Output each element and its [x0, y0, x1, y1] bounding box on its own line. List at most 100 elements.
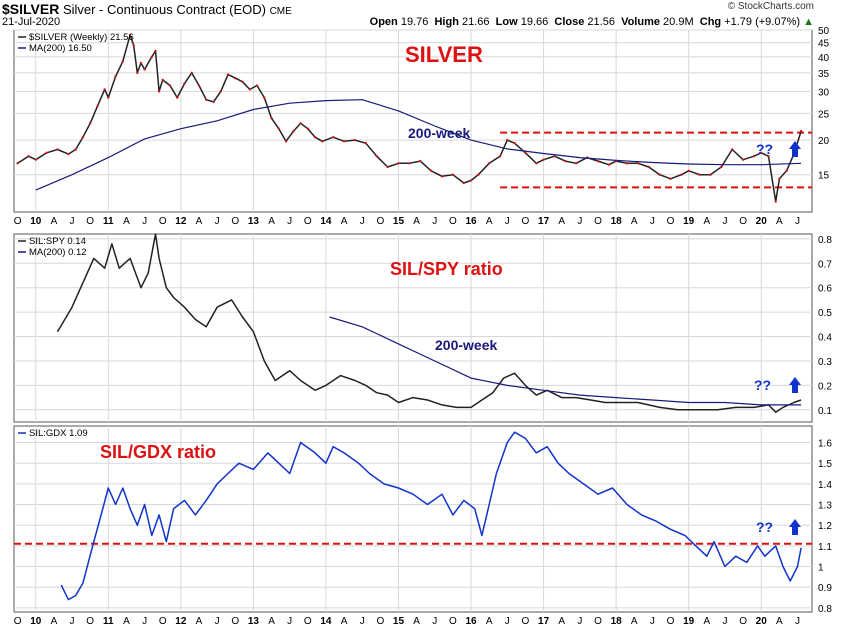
x-tick-label: J	[505, 216, 510, 227]
x-tick-label: O	[14, 216, 22, 227]
data-point	[429, 169, 433, 172]
data-point	[342, 140, 346, 143]
data-point	[74, 148, 77, 151]
data-point	[136, 71, 139, 75]
question-annotation: ??	[756, 519, 773, 535]
up-arrow-icon	[789, 519, 801, 535]
x-tick-label: J	[70, 616, 75, 627]
x-tick-label: A	[558, 616, 565, 627]
data-point	[27, 154, 30, 158]
high-value: 21.66	[462, 16, 490, 28]
open-label: Open	[369, 16, 398, 28]
y-tick-label: 30	[818, 87, 830, 98]
data-point	[56, 148, 59, 151]
x-tick-label: O	[376, 616, 384, 627]
data-point	[513, 141, 516, 145]
x-tick-label: J	[650, 616, 655, 627]
data-point	[143, 68, 146, 71]
data-point	[487, 162, 491, 165]
y-tick-label: 25	[818, 109, 830, 120]
data-point	[364, 141, 368, 145]
data-point	[607, 163, 611, 166]
y-tick-label: 0.1	[818, 406, 832, 417]
data-point	[168, 84, 172, 87]
data-point	[270, 117, 273, 120]
x-tick-label: O	[667, 616, 675, 627]
x-tick-label: O	[739, 216, 747, 227]
quote-summary: Open 19.76 High 21.66 Low 19.66 Close 21…	[370, 16, 814, 28]
x-tick-label: O	[376, 216, 384, 227]
x-tick-label: 20	[756, 216, 768, 227]
data-point	[16, 162, 19, 165]
y-tick-label: 0.5	[818, 308, 832, 319]
x-tick-label: A	[341, 616, 348, 627]
x-tick-label: O	[739, 616, 747, 627]
high-label: High	[434, 16, 459, 28]
data-point	[542, 158, 545, 161]
y-tick-label: 1.1	[818, 542, 832, 553]
x-tick-label: A	[51, 616, 58, 627]
y-tick-label: 0.7	[818, 259, 832, 270]
x-tick-label: A	[123, 616, 130, 627]
y-tick-label: 1.2	[818, 521, 832, 532]
instrument-name: Silver - Continuous Contract (EOD)	[62, 2, 266, 17]
panel-title: SIL/GDX ratio	[100, 442, 216, 462]
x-tick-label: A	[341, 216, 348, 227]
ma-series-line	[35, 99, 802, 191]
data-point	[731, 148, 734, 151]
x-tick-label: J	[795, 616, 800, 627]
x-tick-label: 16	[465, 216, 477, 227]
data-point	[154, 49, 157, 53]
x-tick-label: 12	[175, 616, 187, 627]
y-tick-label: 0.2	[818, 381, 832, 392]
chart-header-title: $SILVER Silver - Continuous Contract (EO…	[2, 1, 292, 17]
data-point	[183, 82, 186, 85]
data-point	[96, 105, 99, 108]
data-point	[596, 159, 600, 163]
x-tick-label: A	[268, 216, 275, 227]
x-tick-label: J	[142, 216, 147, 227]
data-point	[176, 96, 179, 99]
data-point	[67, 152, 70, 156]
data-point	[419, 159, 422, 163]
data-point	[386, 165, 389, 169]
x-tick-label: O	[594, 216, 602, 227]
x-tick-label: 14	[320, 616, 332, 627]
y-tick-label: 35	[818, 69, 830, 80]
x-tick-label: A	[123, 216, 130, 227]
data-point	[321, 140, 324, 143]
x-tick-label: A	[196, 616, 203, 627]
x-tick-label: A	[631, 216, 638, 227]
data-point	[462, 181, 465, 185]
panel-frame	[13, 233, 813, 423]
data-point	[132, 44, 135, 47]
data-point	[34, 158, 37, 161]
data-point	[625, 162, 629, 165]
data-point	[88, 122, 92, 125]
data-point	[397, 162, 400, 165]
legend-entry: SIL:GDX 1.09	[29, 428, 88, 439]
data-point	[157, 90, 161, 93]
y-tick-label: 20	[818, 136, 830, 147]
x-tick-label: A	[196, 216, 203, 227]
x-tick-label: 11	[103, 616, 114, 627]
data-point	[408, 162, 411, 165]
data-point	[121, 60, 125, 63]
x-tick-label: O	[594, 616, 602, 627]
close-label: Close	[554, 16, 585, 28]
legend-entry: $SILVER (Weekly) 21.56	[29, 32, 134, 43]
data-point	[647, 165, 650, 169]
volume-value: 20.9M	[663, 16, 694, 28]
data-point	[498, 154, 502, 158]
question-annotation: ??	[756, 141, 773, 157]
x-tick-label: A	[486, 216, 493, 227]
symbol: $SILVER	[2, 1, 60, 17]
y-tick-label: 45	[818, 39, 830, 50]
data-point	[553, 154, 556, 158]
x-tick-label: A	[486, 616, 493, 627]
legend-entry: SIL:SPY 0.14	[29, 236, 86, 247]
data-point	[306, 127, 310, 130]
x-tick-label: 18	[611, 616, 623, 627]
chg-label: Chg	[699, 16, 722, 28]
x-tick-label: 15	[393, 616, 405, 627]
